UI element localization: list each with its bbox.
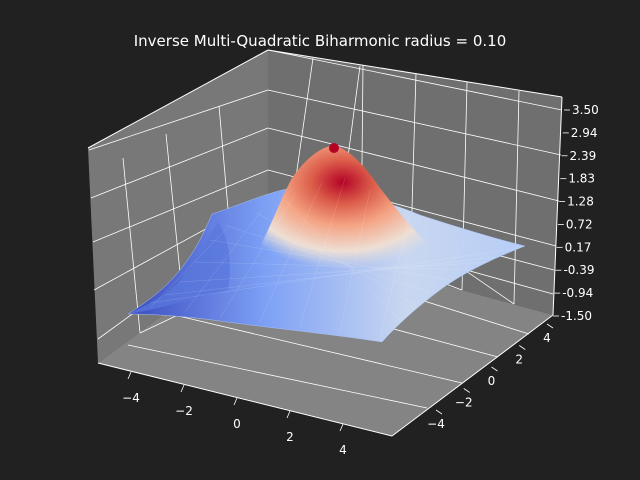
x-tick-mark <box>339 423 344 432</box>
x-tick-label: 0 <box>233 417 241 431</box>
x-tick-mark <box>286 410 291 419</box>
x-tick-mark <box>180 384 185 393</box>
surface-left-slope <box>128 222 230 314</box>
x-tick-label: −4 <box>122 391 140 405</box>
y-tick-mark <box>491 366 498 372</box>
z-tick-label: 3.50 <box>572 103 599 117</box>
z-tick-label: 0.72 <box>566 217 593 231</box>
z-tick-label: -1.50 <box>561 309 592 323</box>
z-tick-label: 2.94 <box>571 126 598 140</box>
z-tick-label: -0.94 <box>562 286 593 300</box>
surface-mesh <box>127 143 526 343</box>
y-tick-label: −2 <box>455 396 473 410</box>
surface-peak <box>255 145 430 269</box>
y-tick-label: 2 <box>515 353 523 367</box>
x-tick-mark <box>127 371 132 380</box>
left-pane <box>88 50 268 363</box>
z-tick-label: 1.83 <box>568 172 595 186</box>
x-tick-label: 2 <box>286 430 294 444</box>
surface-peak-cap <box>329 143 339 153</box>
x-tick-label: −2 <box>175 404 193 418</box>
x-tick-labels: −4 −2 0 2 4 <box>122 371 347 457</box>
axis-edges <box>87 49 563 437</box>
z-tick-label: 2.39 <box>570 149 597 163</box>
y-tick-mark <box>435 409 443 415</box>
y-tick-label: 0 <box>488 374 496 388</box>
y-tick-labels: −4 −2 0 2 4 <box>427 323 554 431</box>
y-tick-mark <box>546 323 554 329</box>
chart-title: Inverse Multi-Quadratic Biharmonic radiu… <box>134 32 507 50</box>
z-tick-labels: -1.50 -0.94 -0.39 0.17 0.72 1.28 1.83 2.39 2.94 3… <box>553 103 599 323</box>
y-tick-label: 4 <box>543 331 551 345</box>
y-tick-mark <box>463 388 470 393</box>
z-tick-label: 1.28 <box>567 195 594 209</box>
z-tick-label: 0.17 <box>565 240 592 254</box>
x-tick-mark <box>233 397 238 406</box>
y-tick-mark <box>519 345 526 350</box>
z-tick-label: -0.39 <box>563 263 594 277</box>
x-tick-label: 4 <box>339 443 347 457</box>
surface-wire-x <box>149 199 521 321</box>
surface-wire-y <box>149 177 471 339</box>
y-tick-label: −4 <box>427 417 445 431</box>
